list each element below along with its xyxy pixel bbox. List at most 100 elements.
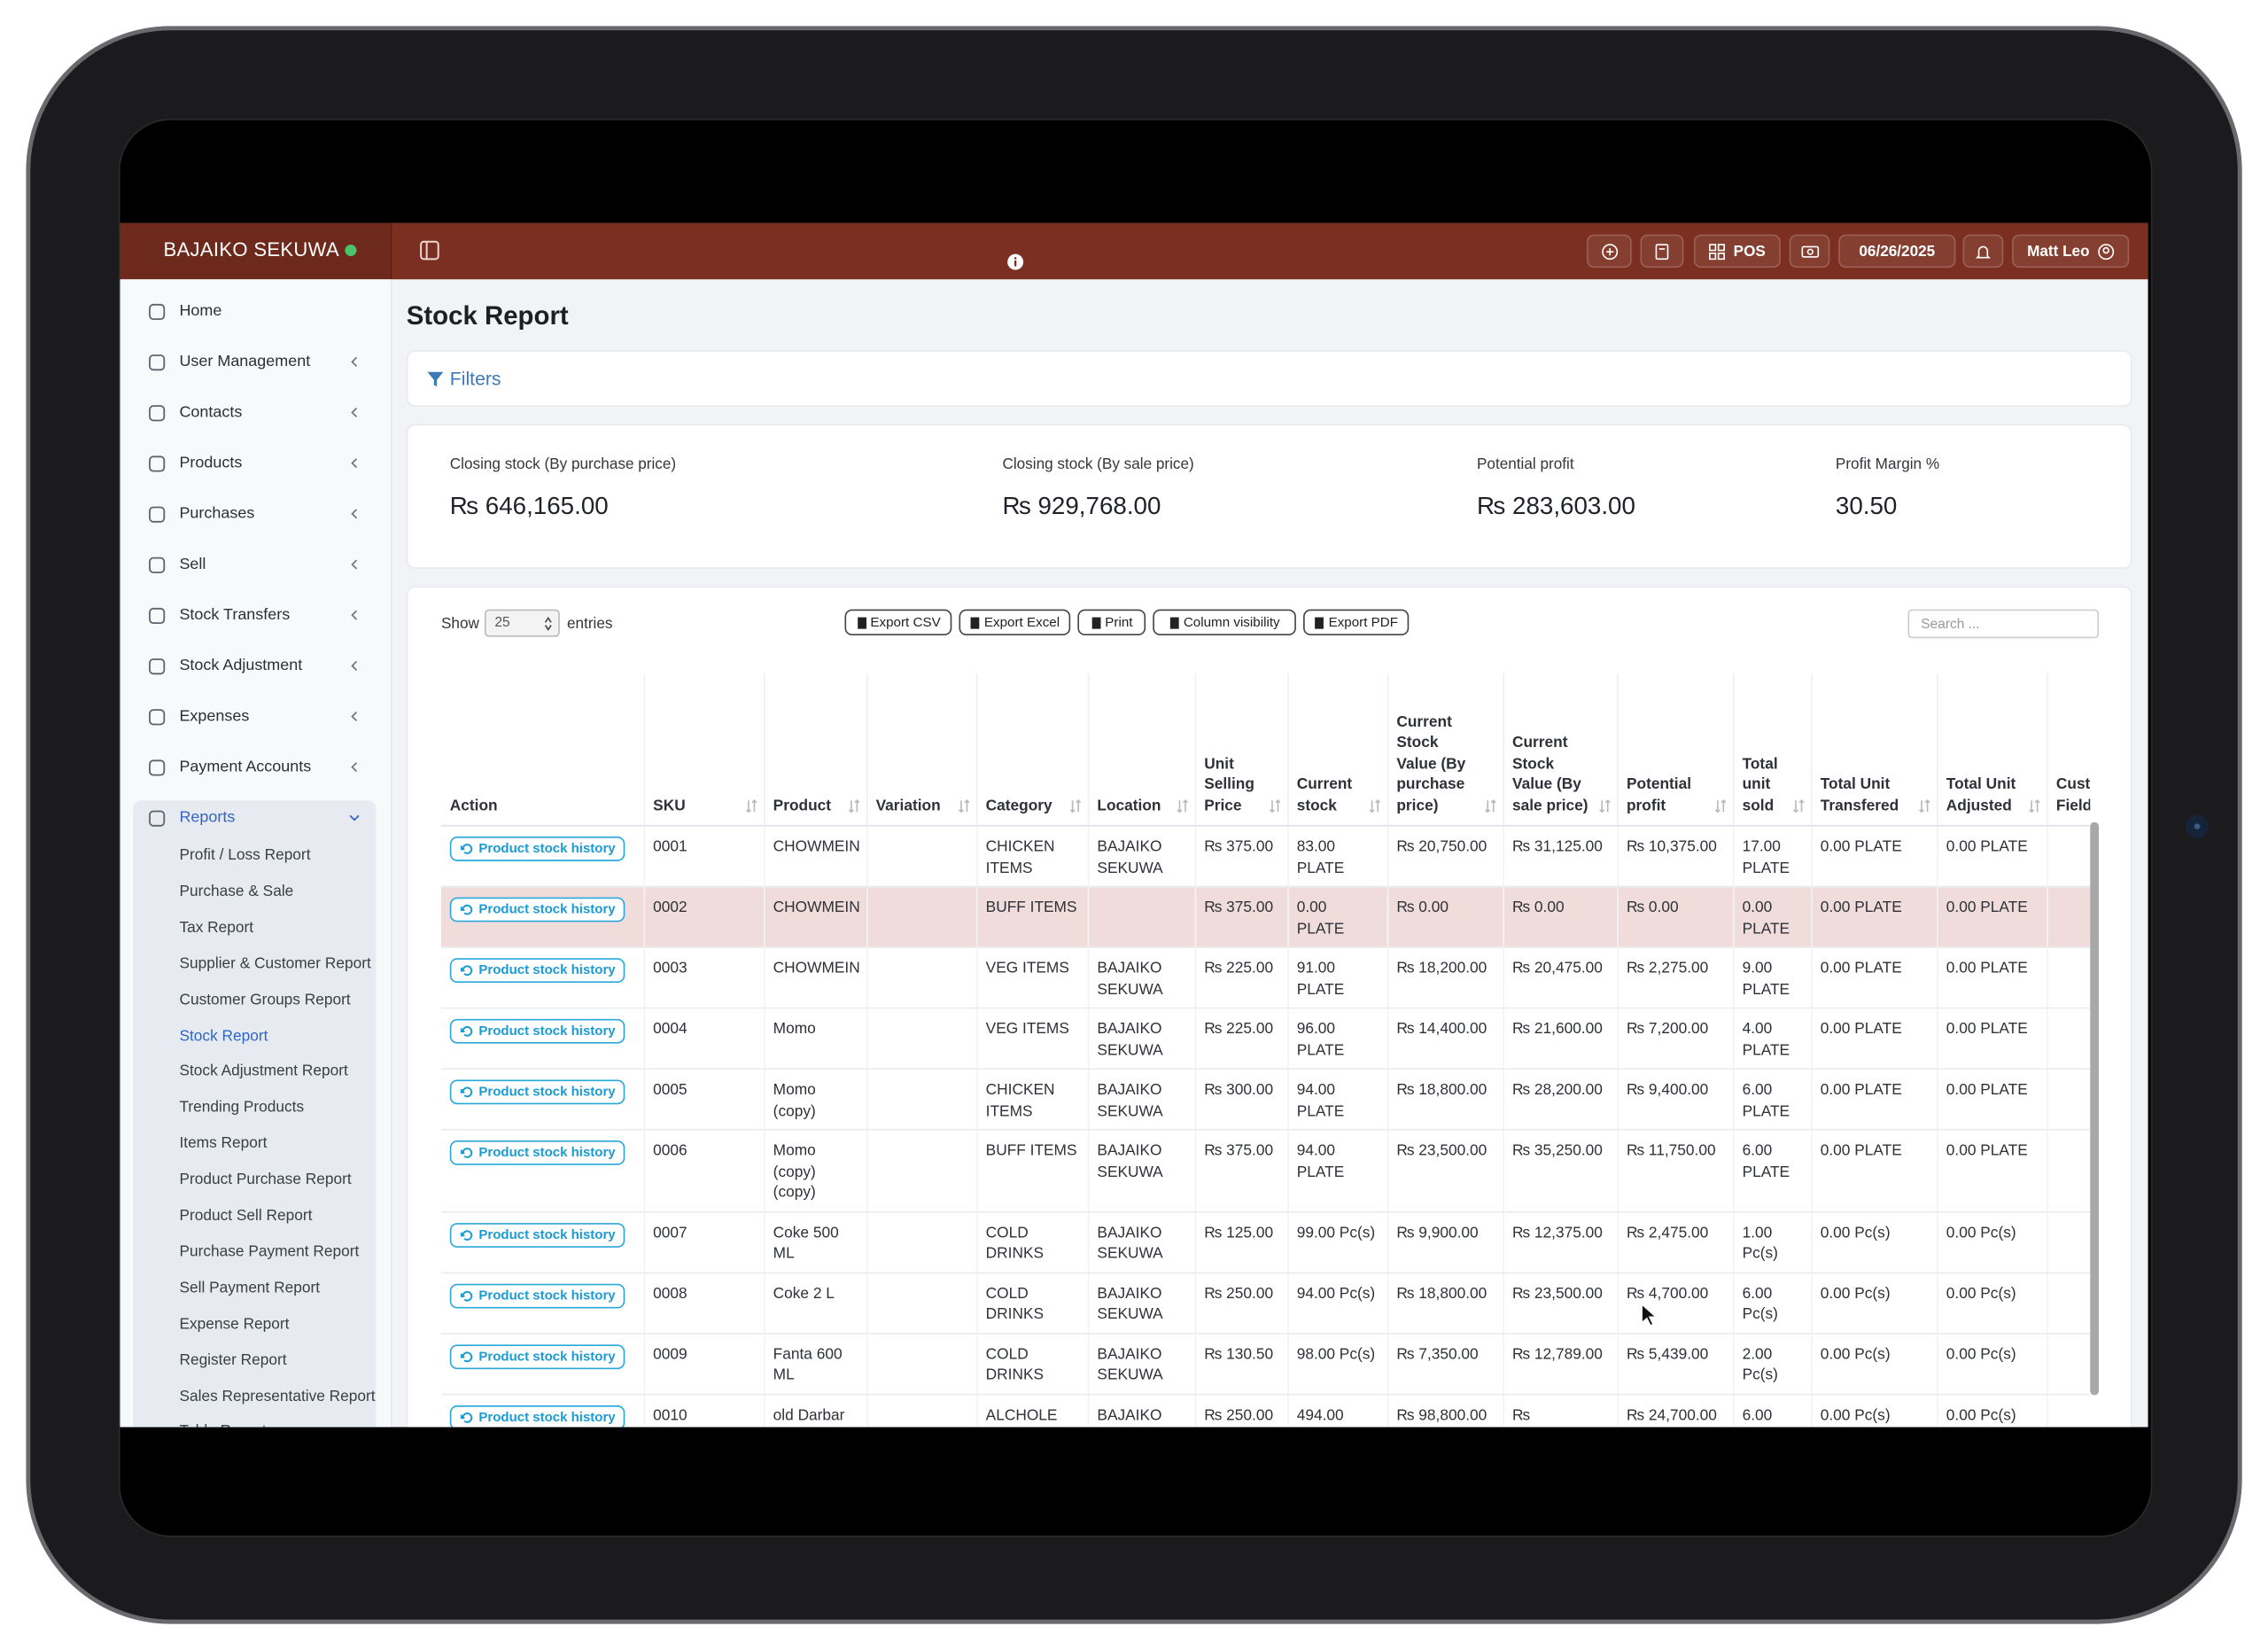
product-stock-history-button-text[interactable]: Product stock history — [478, 1145, 616, 1160]
report-link[interactable]: Sell Payment Report — [179, 1279, 321, 1297]
report-link[interactable]: Product Sell Report — [179, 1207, 313, 1225]
product-stock-history-button[interactable]: Product stock history — [449, 1343, 626, 1369]
export-button[interactable]: Column visibility — [1153, 609, 1296, 636]
sidebar-item-label[interactable]: Expenses — [179, 707, 250, 726]
sidebar-item[interactable]: Home — [120, 294, 391, 329]
column-header-text[interactable]: Unit Selling Price — [1204, 754, 1254, 814]
column-header[interactable]: Custom Field1 — [2047, 673, 2091, 827]
product-stock-history-button-text[interactable]: Product stock history — [478, 1409, 616, 1424]
column-header[interactable]: SKU — [643, 673, 765, 827]
sidebar-item[interactable]: Reports — [120, 800, 391, 835]
sidebar-item[interactable]: Contacts — [120, 395, 391, 430]
report-link[interactable]: Profit / Loss Report — [179, 846, 311, 865]
report-link[interactable]: Supplier & Customer Report — [179, 954, 371, 973]
column-header-text[interactable]: SKU — [653, 797, 686, 814]
column-header[interactable]: Product — [764, 673, 867, 827]
report-link[interactable]: Table Report — [179, 1419, 266, 1427]
product-stock-history-button[interactable]: Product stock history — [449, 1222, 626, 1248]
cash-button[interactable] — [1789, 234, 1830, 269]
report-link[interactable]: Trending Products — [179, 1099, 305, 1117]
sidebar-item-label[interactable]: Stock Transfers — [179, 606, 291, 624]
sidebar-item-label[interactable]: Sell — [179, 556, 206, 573]
product-stock-history-button[interactable]: Product stock history — [449, 1405, 626, 1428]
sidebar-item[interactable]: Products — [120, 446, 391, 480]
product-stock-history-button-text[interactable]: Product stock history — [478, 962, 616, 977]
column-header-text[interactable]: Total Unit Adjusted — [1946, 775, 2016, 814]
product-stock-history-button-text[interactable]: Product stock history — [478, 1084, 616, 1100]
date[interactable]: 06/26/2025 — [1859, 242, 1936, 261]
product-stock-history-button[interactable]: Product stock history — [449, 1140, 626, 1165]
export-button-text[interactable]: Export CSV — [870, 615, 941, 630]
sidebar-item-label[interactable]: User Management — [179, 353, 311, 371]
sidebar-item[interactable]: Payment Accounts — [120, 750, 391, 784]
export-button[interactable]: Export CSV — [844, 609, 952, 636]
export-button[interactable]: Export Excel — [959, 609, 1071, 636]
report-link[interactable]: Stock Report — [179, 1026, 268, 1045]
column-header-text[interactable]: Current Stock Value (By purchase price) — [1396, 712, 1466, 814]
column-header-text[interactable]: Total unit sold — [1742, 754, 1778, 814]
column-header-text[interactable]: Product — [773, 797, 832, 814]
product-stock-history-button-text[interactable]: Product stock history — [478, 1288, 616, 1303]
column-header[interactable]: Total Unit Transfered — [1811, 673, 1938, 827]
product-stock-history-button[interactable]: Product stock history — [449, 1018, 626, 1044]
filters-label[interactable]: Filters — [449, 367, 501, 390]
brand-name[interactable]: BAJAIKO SEKUWA — [163, 238, 338, 261]
product-stock-history-button[interactable]: Product stock history — [449, 1282, 626, 1308]
column-header[interactable]: Total Unit Adjusted — [1937, 673, 2048, 827]
sidebar-item-label[interactable]: Products — [179, 454, 243, 472]
notifications-button[interactable] — [1962, 234, 2004, 269]
column-header[interactable]: Potential profit — [1617, 673, 1734, 827]
sidebar-toggle[interactable] — [419, 240, 439, 261]
column-header-text[interactable]: Location — [1097, 797, 1161, 814]
entries-select[interactable]: 25 — [484, 609, 560, 637]
export-button-text[interactable]: Export PDF — [1328, 615, 1399, 630]
product-stock-history-button[interactable]: Product stock history — [449, 837, 626, 861]
column-header[interactable]: Category — [976, 673, 1089, 827]
export-button-text[interactable]: Print — [1105, 615, 1133, 630]
sidebar-item[interactable]: Expenses — [120, 699, 391, 734]
sidebar-item-label[interactable]: Purchases — [179, 505, 255, 523]
product-stock-history-button-text[interactable]: Product stock history — [478, 841, 616, 856]
search-input[interactable]: Search ... — [1907, 609, 2100, 639]
sidebar-item-label[interactable]: Stock Adjustment — [179, 657, 303, 675]
export-button[interactable]: Print — [1077, 609, 1146, 636]
product-stock-history-button[interactable]: Product stock history — [449, 1079, 626, 1105]
report-link[interactable]: Expense Report — [179, 1315, 290, 1333]
report-link[interactable]: Register Report — [179, 1350, 287, 1369]
column-header-text[interactable]: Total Unit Transfered — [1820, 775, 1899, 814]
sidebar-item-label[interactable]: Reports — [179, 809, 236, 827]
column-header-text[interactable]: Variation — [875, 797, 941, 814]
sidebar-item-label[interactable]: Payment Accounts — [179, 758, 312, 776]
brand[interactable]: BAJAIKO SEKUWA — [163, 238, 357, 261]
column-header[interactable]: Location — [1087, 673, 1196, 827]
report-link[interactable]: Tax Report — [179, 918, 254, 937]
entries-value[interactable]: 25 — [494, 615, 510, 632]
column-header[interactable]: Current Stock Value (By purchase price) — [1386, 673, 1504, 827]
column-header-text[interactable]: Current Stock Value (By sale price) — [1511, 734, 1588, 814]
column-header-text[interactable]: Current stock — [1296, 775, 1353, 814]
product-stock-history-button-text[interactable]: Product stock history — [478, 1226, 616, 1241]
report-link[interactable]: Purchase Payment Report — [179, 1242, 360, 1261]
sidebar-item[interactable]: Stock Transfers — [120, 598, 391, 633]
column-header[interactable]: Variation — [866, 673, 977, 827]
product-stock-history-button[interactable]: Product stock history — [449, 958, 626, 984]
report-link[interactable]: Items Report — [179, 1134, 268, 1153]
column-header-text[interactable]: Category — [985, 797, 1052, 814]
export-button[interactable]: Export PDF — [1303, 609, 1410, 636]
filters-toggle[interactable]: Filters — [427, 368, 501, 389]
export-button-text[interactable]: Column visibility — [1183, 615, 1280, 630]
report-link[interactable]: Sales Representative Report — [179, 1387, 376, 1405]
calculator-button[interactable] — [1640, 234, 1684, 269]
column-header[interactable]: Unit Selling Price — [1194, 673, 1288, 827]
column-header-text[interactable]: Potential profit — [1626, 775, 1692, 814]
column-header[interactable]: Current stock — [1287, 673, 1388, 827]
sidebar-item[interactable]: Purchases — [120, 496, 391, 531]
export-button-text[interactable]: Export Excel — [983, 615, 1060, 630]
report-link[interactable]: Product Purchase Report — [179, 1171, 352, 1189]
sidebar-item[interactable]: User Management — [120, 345, 391, 379]
report-link[interactable]: Stock Adjustment Report — [179, 1062, 348, 1081]
report-link[interactable]: Purchase & Sale — [179, 883, 294, 900]
sidebar-item-label[interactable]: Home — [179, 302, 222, 320]
product-stock-history-button-text[interactable]: Product stock history — [478, 1348, 616, 1364]
filters-panel[interactable]: Filters — [406, 350, 2132, 407]
